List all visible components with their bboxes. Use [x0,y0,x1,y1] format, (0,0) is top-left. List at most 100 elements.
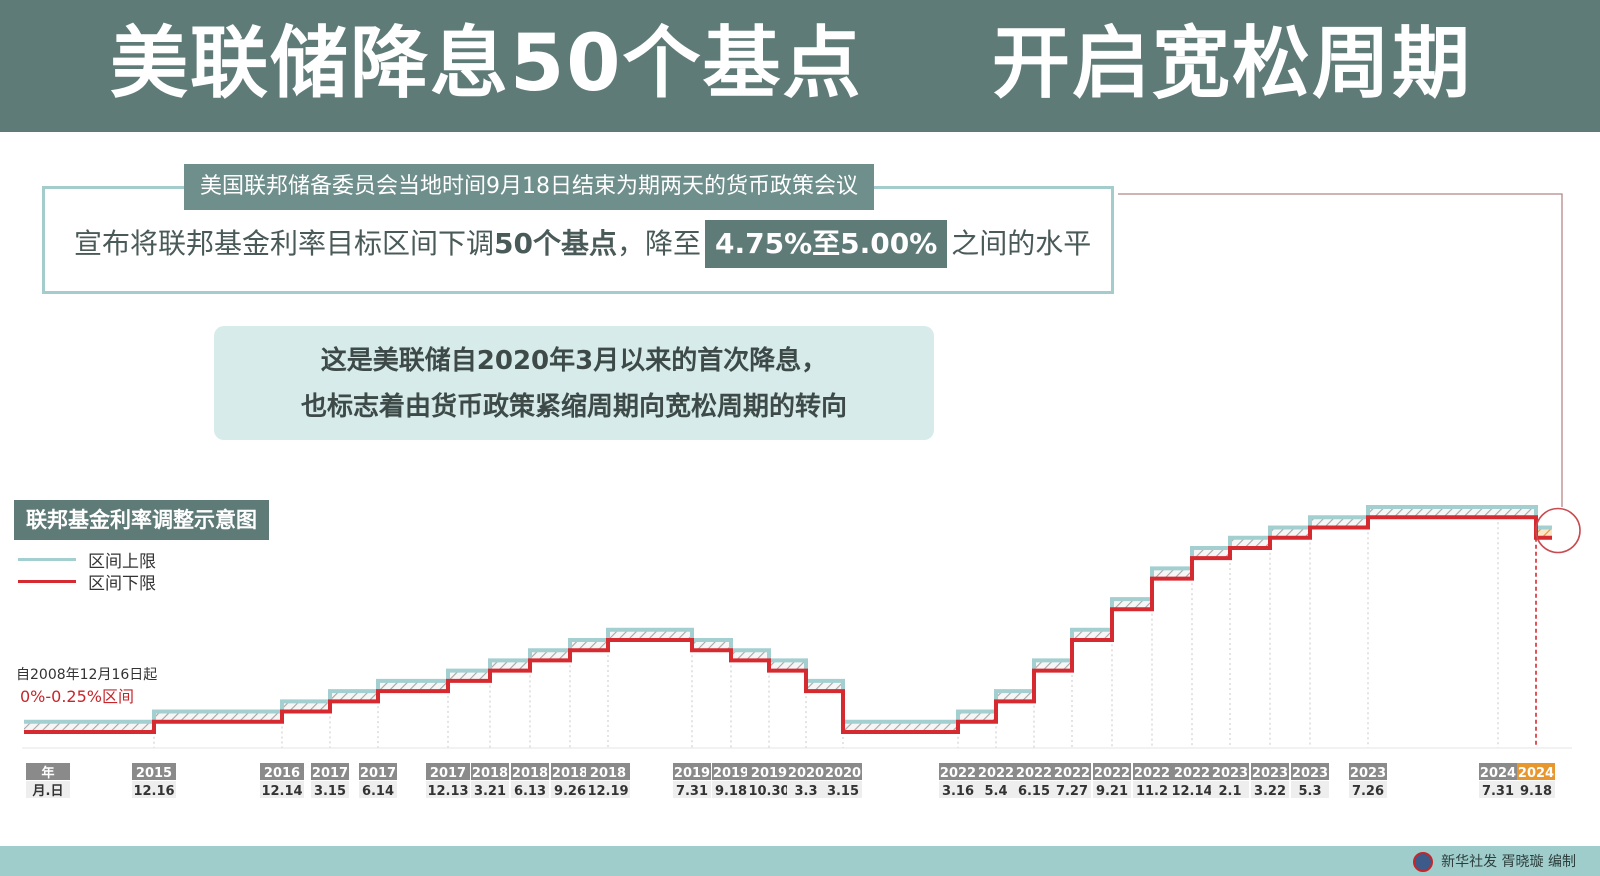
callout-line2: 也标志着由货币政策紧缩周期向宽松周期的转向 [300,392,847,422]
tick-date-label-bg [1349,781,1387,798]
tick-year-label-bg [1349,763,1387,780]
tick-date-label: 7.31 [1482,784,1514,799]
tick-year-label-bg [673,763,711,780]
tick-date-label: 12.16 [133,784,174,799]
announcement-text: 宣布将联邦基金利率目标区间下调50个基点，降至 4.75%至5.00% 之间的水平 [74,220,1091,268]
legend-upper-label: 区间上限 [88,551,156,572]
tick-date-label: 7.27 [1056,784,1088,799]
tick-date-label-bg [511,781,549,798]
tick-year-label: 2023 [1350,766,1386,781]
tick-year-label-bg [1211,763,1249,780]
tick-date-label: 3.21 [474,784,506,799]
tick-year-label: 2022 [1094,766,1130,781]
tick-year-label: 2022 [978,766,1014,781]
tick-date-label: 9.18 [715,784,747,799]
tick-date-label-bg [1211,781,1249,798]
tick-year-label-bg [787,763,825,780]
rate-band [1270,527,1310,538]
announcement-bold: 50个基点 [494,227,617,260]
tick-date-label-bg [426,781,470,798]
rate-chart: 年月.日 2015 12.16 2016 12.14 2017 3.15 2017 6.14 20… [22,193,1581,799]
tick-date-label-bg [712,781,750,798]
rate-band [448,670,490,681]
tick-year-label-bg [426,763,470,780]
tick-date-label-bg [1053,781,1091,798]
tick-date-label-bg [747,781,791,798]
tick-year-label: 2024 [1518,766,1554,781]
tick-date-label: 9.18 [1520,784,1552,799]
tick-year-label-bg [1479,763,1517,780]
tick-date-label: 7.26 [1352,784,1384,799]
credit: 新华社发 胥晓璇 编制 [1413,851,1576,872]
rate-band [1230,537,1270,548]
tick-date-label-bg [471,781,509,798]
tick-date-label-bg [1015,781,1053,798]
rate-band [692,639,731,651]
tick-year-label-bg [939,763,977,780]
tick-date-label: 3.15 [827,784,859,799]
tick-date-label-bg [1093,781,1131,798]
tick-year-label-bg [824,763,862,780]
tick-year-label-bg [359,763,397,780]
tick-year-label: 2022 [1134,766,1170,781]
announcement-prefix: 宣布将联邦基金利率目标区间下调 [74,227,495,260]
callout-box: 这是美联储自2020年3月以来的首次降息， 也标志着由货币政策紧缩周期向宽松周期… [214,326,934,440]
tick-year-label-bg [471,763,509,780]
tick-year-label-bg [1053,763,1091,780]
tick-year-label: 2017 [430,766,466,781]
tick-year-label: 2019 [713,766,749,781]
tick-date-label: 12.19 [587,784,628,799]
callout-connector [1118,193,1563,508]
tick-date-label: 5.3 [1298,784,1321,799]
tick-date-label-bg [1251,781,1289,798]
tick-date-label-bg [939,781,977,798]
tick-date-label: 9.21 [1096,784,1128,799]
legend-lower-swatch [18,579,76,583]
tick-year-label: 2018 [590,766,626,781]
rate-range-highlight: 4.75%至5.00% [705,220,948,268]
footer-bar: 新华社发 胥晓璇 编制 [0,846,1600,876]
rate-band [608,629,692,640]
chart-title: 联邦基金利率调整示意图 [14,500,269,540]
tick-date-label: 3.16 [942,784,974,799]
range-note: 0%-0.25%区间 [20,687,134,706]
tick-year-label: 2022 [1174,766,1210,781]
axis-date-label-bg [26,781,70,798]
tick-date-label-bg [1479,781,1517,798]
rate-band [769,660,806,671]
rate-band [1112,599,1152,610]
tick-year-label: 2022 [1054,766,1090,781]
tick-year-label: 2018 [512,766,548,781]
tick-date-label-bg [586,781,630,798]
tick-date-label-bg [551,781,589,798]
tick-date-label-bg [311,781,349,798]
tick-year-label-bg [747,763,791,780]
tick-date-label-bg [824,781,862,798]
credit-text: 新华社发 胥晓璇 编制 [1441,854,1576,870]
page-title-part2: 开启宽松周期 [992,19,1473,109]
legend-item-lower: 区间下限 [18,570,156,594]
rate-band [731,650,769,661]
tick-date-label: 2.1 [1218,784,1241,799]
tick-date-label: 9.26 [554,784,586,799]
legend-lower-label: 区间下限 [88,573,156,594]
rate-band [1536,527,1552,538]
tick-year-label: 2017 [360,766,396,781]
announcement-subtitle: 美国联邦储备委员会当地时间9月18日结束为期两天的货币政策会议 [184,164,874,210]
tick-year-label: 2023 [1292,766,1328,781]
axis-year-label: 年 [41,765,54,781]
tick-year-label-bg [311,763,349,780]
announcement-middle: ，降至 [616,227,701,260]
tick-year-label: 2015 [136,766,172,781]
tick-year-label-bg [977,763,1015,780]
tick-date-label-bg [673,781,711,798]
tick-year-label-bg [132,763,176,780]
tick-date-label: 5.4 [984,784,1007,799]
tick-date-label-bg [359,781,397,798]
header-banner: 美联储降息50个基点 开启宽松周期 [0,0,1600,132]
rate-band [530,650,570,661]
rate-band [958,711,996,722]
rate-band [378,680,448,692]
page-title-part1: 美联储降息50个基点 [110,19,863,109]
rate-band [1310,517,1368,528]
